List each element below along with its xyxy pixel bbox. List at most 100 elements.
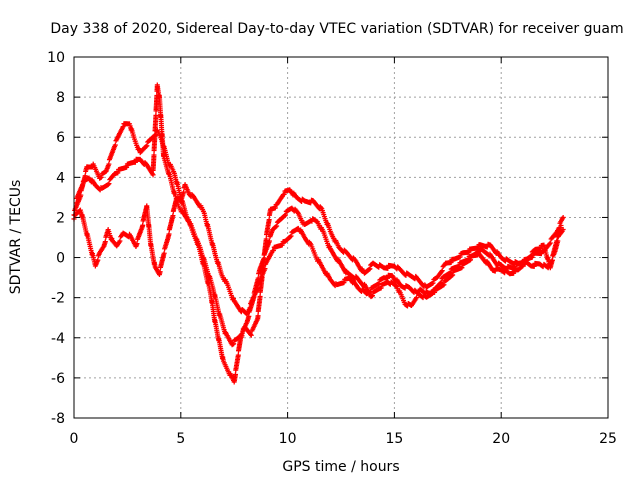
data-point xyxy=(144,143,150,149)
data-point xyxy=(456,263,462,269)
data-point xyxy=(559,229,565,235)
y-tick-label: 0 xyxy=(56,251,65,267)
data-point xyxy=(235,352,241,358)
data-point xyxy=(367,266,373,272)
data-point xyxy=(437,280,443,286)
data-point xyxy=(120,124,126,130)
data-point xyxy=(150,172,156,178)
x-tick-label: 5 xyxy=(176,431,185,447)
data-point xyxy=(549,257,555,263)
data-point xyxy=(166,231,172,237)
x-tick-label: 25 xyxy=(599,431,617,447)
data-point xyxy=(239,333,245,339)
data-point xyxy=(98,174,104,180)
data-point xyxy=(106,181,112,187)
y-tick-label: -8 xyxy=(51,411,65,427)
data-point xyxy=(266,217,272,223)
y-tick-label: 10 xyxy=(47,50,65,66)
data-point xyxy=(151,152,157,158)
data-point xyxy=(547,240,553,246)
data-point xyxy=(152,132,158,138)
data-point xyxy=(274,223,280,229)
data-point xyxy=(448,260,454,266)
y-tick-label: 6 xyxy=(56,130,65,146)
data-point xyxy=(153,112,159,118)
data-point xyxy=(140,222,146,228)
data-point xyxy=(287,234,293,240)
data-point xyxy=(288,233,294,239)
data-point xyxy=(465,257,471,263)
x-tick-label: 15 xyxy=(385,431,403,447)
data-point xyxy=(466,249,472,255)
data-point xyxy=(538,251,544,257)
y-axis-label: SDTVAR / TECUs xyxy=(8,180,24,295)
y-tick-label: 2 xyxy=(56,210,65,226)
data-point xyxy=(528,253,534,259)
data-point xyxy=(560,214,566,220)
data-point xyxy=(247,305,253,311)
data-point xyxy=(519,264,525,270)
y-tick-label: 4 xyxy=(56,170,65,186)
data-point xyxy=(106,161,112,167)
grid-group xyxy=(74,57,608,418)
data-point xyxy=(531,263,537,269)
tick-labels: 0 5 10 15 20 25 -8 -6 -4 -2 0 2 4 6 8 10 xyxy=(47,50,617,447)
data-point xyxy=(170,213,176,219)
data-point xyxy=(414,295,420,301)
data-point xyxy=(143,143,149,149)
y-tick-label: 8 xyxy=(56,90,65,106)
data-point xyxy=(232,372,238,378)
data-point xyxy=(262,266,268,272)
data-point xyxy=(134,241,140,247)
data-point xyxy=(117,238,123,244)
data-point xyxy=(132,159,138,165)
data-point xyxy=(511,270,517,276)
data-point xyxy=(439,268,445,274)
data-point xyxy=(270,248,276,254)
data-point xyxy=(369,293,375,299)
data-point xyxy=(124,164,130,170)
y-tick-label: -6 xyxy=(51,371,65,387)
data-point xyxy=(376,280,382,286)
data-point xyxy=(281,191,287,197)
data-point xyxy=(429,291,435,297)
data-point xyxy=(558,222,564,228)
data-point xyxy=(547,241,553,247)
x-axis-label: GPS time / hours xyxy=(282,459,399,475)
data-point xyxy=(157,269,163,275)
y-tick-label: -2 xyxy=(51,291,65,307)
data-point xyxy=(105,182,111,188)
data-point xyxy=(520,263,526,269)
data-point xyxy=(475,245,481,251)
data-point xyxy=(272,205,278,211)
x-tick-label: 10 xyxy=(279,431,297,447)
data-point xyxy=(459,265,465,271)
data-point xyxy=(181,189,187,195)
data-point xyxy=(318,205,324,211)
x-tick-label: 20 xyxy=(492,431,510,447)
data-point xyxy=(447,270,453,276)
data-point xyxy=(257,294,263,300)
data-point xyxy=(441,282,447,288)
data-points xyxy=(71,82,566,385)
data-point xyxy=(282,212,288,218)
data-point xyxy=(282,213,288,219)
data-point xyxy=(255,285,261,291)
data-point xyxy=(341,280,347,286)
data-point xyxy=(161,250,167,256)
data-point xyxy=(457,254,463,260)
data-point xyxy=(266,238,272,244)
data-point xyxy=(80,182,86,188)
data-point xyxy=(102,239,108,245)
data-point xyxy=(554,238,560,244)
plot-frame xyxy=(73,56,609,419)
data-point xyxy=(560,226,566,232)
data-point xyxy=(368,289,374,295)
data-point xyxy=(112,142,118,148)
chart-title: Day 338 of 2020, Sidereal Day-to-day VTE… xyxy=(50,21,623,37)
data-point xyxy=(538,246,544,252)
data-point xyxy=(385,275,391,281)
data-point xyxy=(95,257,101,263)
data-point xyxy=(430,280,436,286)
